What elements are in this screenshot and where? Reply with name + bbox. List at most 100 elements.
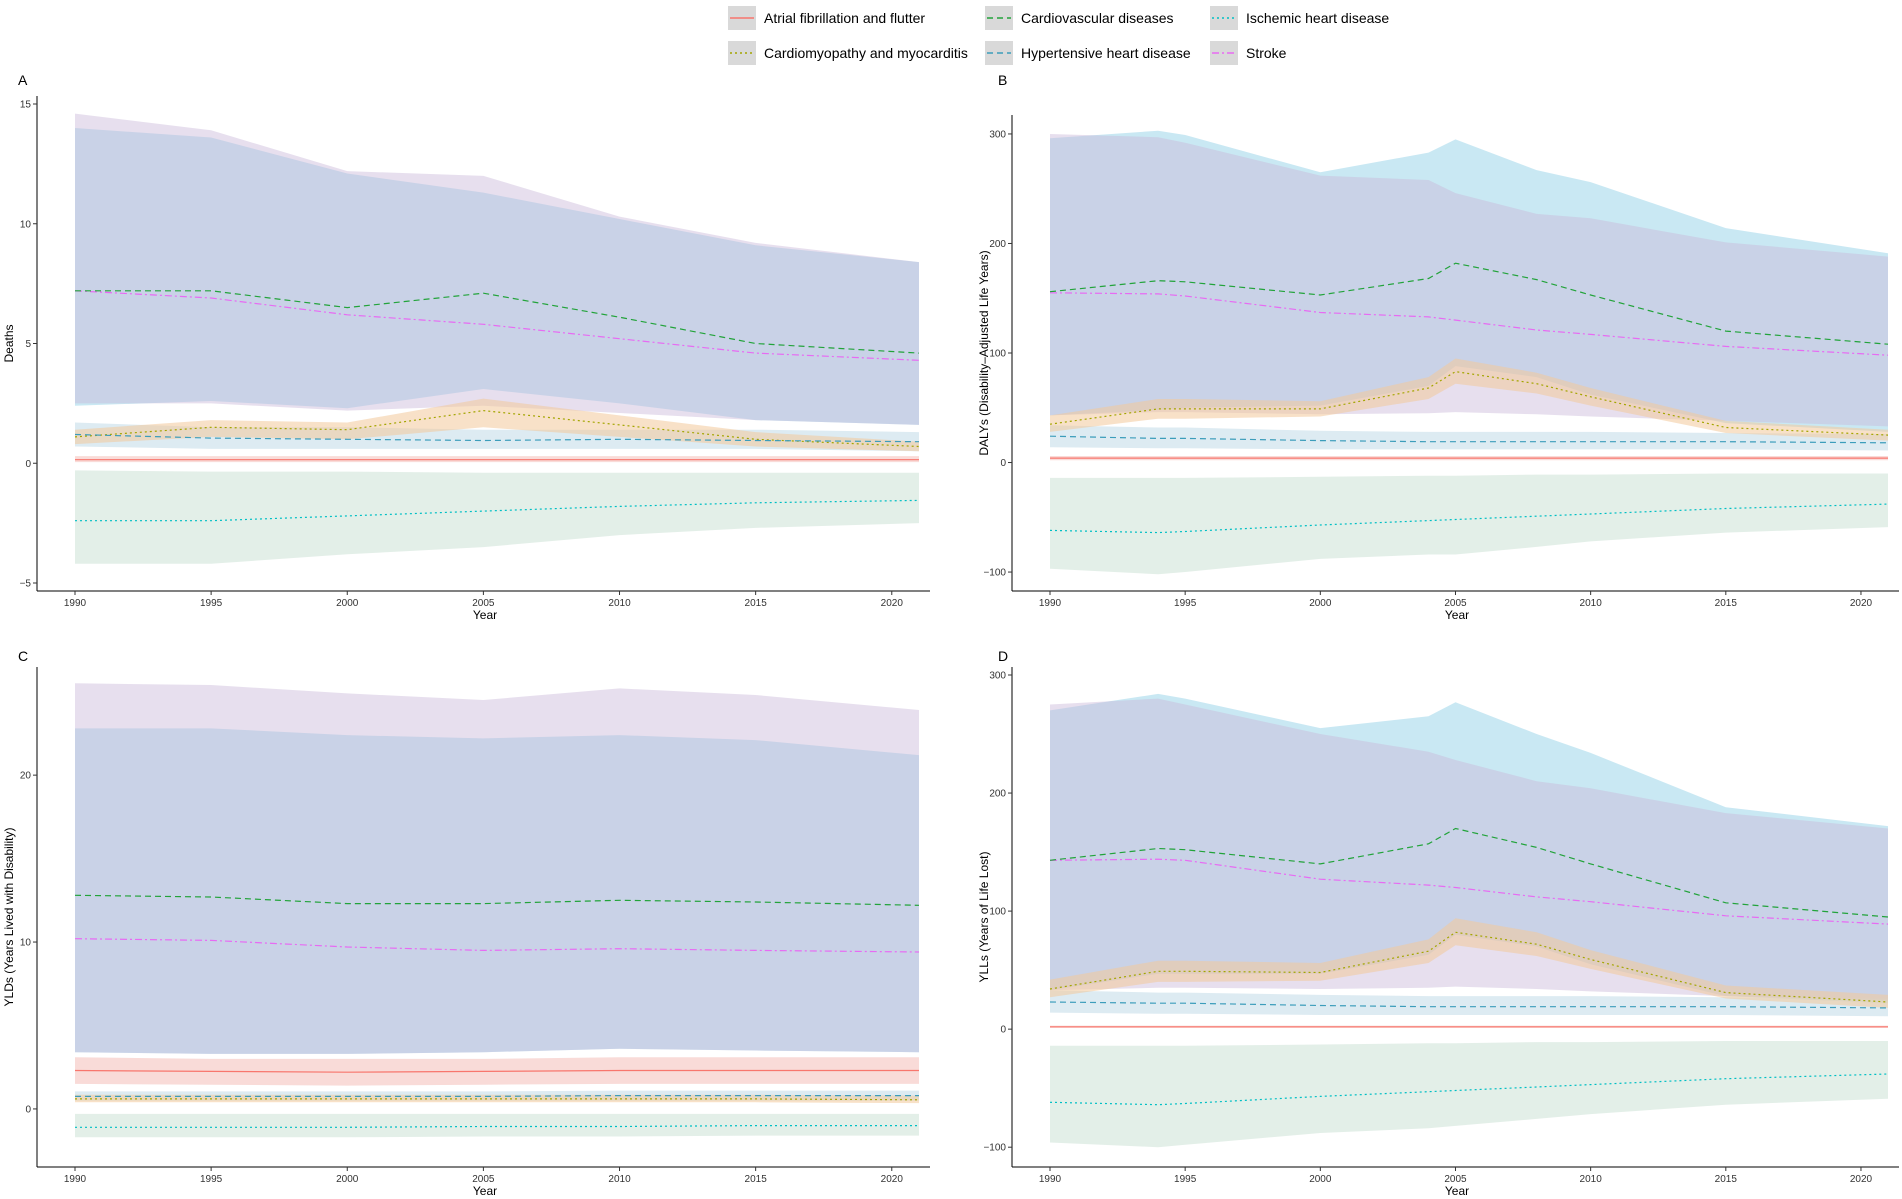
panel-tag: C: [18, 648, 28, 664]
x-axis-title: Year: [473, 608, 497, 622]
y-tick-label: 20: [20, 771, 32, 782]
band-stroke: [75, 683, 919, 1054]
panel-tag: A: [18, 72, 28, 88]
y-axis-title: Deaths: [2, 324, 16, 362]
y-tick-label: 200: [989, 789, 1006, 800]
x-tick-label: 1995: [1174, 598, 1197, 609]
y-tick-label: 100: [989, 349, 1006, 360]
band-cardiomyopathy-and-myocarditis: [1050, 918, 1888, 1008]
y-tick-label: 10: [20, 219, 32, 230]
legend-label: Atrial fibrillation and flutter: [764, 10, 925, 26]
legend: Atrial fibrillation and flutter Cardiovas…: [728, 6, 1389, 65]
legend-item-ischemic-heart-disease: Ischemic heart disease: [1210, 6, 1389, 30]
x-tick-label: 2000: [336, 1174, 359, 1185]
band-hypertensive-heart-disease: [1050, 425, 1888, 451]
line-ischemic-heart-disease: [75, 1125, 919, 1128]
band-cardiovascular-diseases: [1050, 693, 1888, 1004]
x-axis-title: Year: [1445, 1184, 1469, 1198]
band-ischemic-heart-disease: [1050, 473, 1888, 575]
band-stroke: [1050, 134, 1888, 427]
x-tick-label: 2005: [1444, 598, 1467, 609]
y-tick-label: 15: [20, 100, 32, 111]
line-ischemic-heart-disease: [1049, 503, 1889, 534]
y-tick-label: −100: [983, 568, 1006, 579]
line-stroke: [74, 938, 920, 953]
legend-item-cardiomyopathy-and-myocarditis: Cardiomyopathy and myocarditis: [728, 41, 968, 65]
x-tick-label: 1990: [1039, 598, 1062, 609]
x-tick-label: 1990: [64, 598, 87, 609]
line-cardiovascular-diseases: [1049, 827, 1889, 918]
y-tick-label: 5: [25, 339, 31, 350]
line-cardiovascular-diseases: [74, 894, 920, 906]
x-tick-label: 2000: [1309, 1174, 1332, 1185]
x-axis-title: Year: [473, 1184, 497, 1198]
line-cardiovascular-diseases: [1049, 262, 1889, 345]
x-tick-label: 2020: [881, 598, 904, 609]
y-tick-label: 0: [1000, 458, 1006, 469]
x-tick-label: 2000: [336, 598, 359, 609]
x-tick-label: 2005: [472, 1174, 495, 1185]
y-tick-label: 300: [989, 129, 1006, 140]
x-tick-label: 2015: [1715, 598, 1738, 609]
line-ischemic-heart-disease: [1049, 1073, 1889, 1106]
x-tick-label: 2015: [1715, 1174, 1738, 1185]
line-stroke: [1049, 292, 1889, 356]
band-cardiomyopathy-and-myocarditis: [75, 398, 919, 452]
panel-b: B 1990 1995 2000 2005 2010 2015 2020 −100 0 100 200…: [977, 72, 1899, 622]
legend-label: Ischemic heart disease: [1246, 10, 1389, 26]
legend-label: Cardiomyopathy and myocarditis: [764, 45, 968, 61]
x-tick-label: 2005: [472, 598, 495, 609]
x-tick-label: 2010: [1580, 598, 1603, 609]
legend-label: Stroke: [1246, 45, 1287, 61]
y-tick-label: 100: [989, 907, 1006, 918]
x-tick-label: 2020: [1850, 598, 1873, 609]
y-tick-label: 0: [1000, 1025, 1006, 1036]
band-ischemic-heart-disease: [1050, 1041, 1888, 1148]
x-tick-label: 1990: [64, 1174, 87, 1185]
line-stroke: [1049, 858, 1889, 925]
line-stroke: [74, 290, 920, 361]
line-hypertensive-heart-disease: [75, 1095, 919, 1097]
x-tick-label: 1995: [200, 598, 223, 609]
line-hypertensive-heart-disease: [1049, 435, 1889, 444]
legend-item-cardiovascular-diseases: Cardiovascular diseases: [985, 6, 1174, 30]
panel-a: A 1990 1995 2000 2005 2010 2015 2020 −5 0 5 10 15 Yea…: [2, 72, 930, 622]
band-cardiomyopathy-and-myocarditis: [1050, 358, 1888, 441]
y-axis-title: YLDs (Years Lived with Disability): [2, 828, 16, 1007]
x-tick-label: 2020: [881, 1174, 904, 1185]
y-tick-label: 0: [25, 459, 31, 470]
line-hypertensive-heart-disease: [74, 433, 920, 443]
x-tick-label: 1990: [1039, 1174, 1062, 1185]
line-cardiomyopathy-and-myocarditis: [74, 409, 920, 448]
band-stroke: [1050, 698, 1888, 1001]
line-cardiomyopathy-and-myocarditis: [75, 1098, 920, 1101]
y-tick-label: 200: [989, 239, 1006, 250]
panel-tag: B: [998, 72, 1007, 88]
x-tick-label: 1995: [1174, 1174, 1197, 1185]
line-atrial-fibrillation-and-flutter: [74, 1069, 919, 1073]
band-ischemic-heart-disease: [75, 1113, 919, 1138]
x-tick-label: 2010: [608, 1174, 631, 1185]
legend-label: Hypertensive heart disease: [1021, 45, 1191, 61]
band-cardiovascular-diseases: [75, 728, 919, 1054]
band-cardiovascular-diseases: [75, 128, 919, 425]
band-ischemic-heart-disease: [75, 470, 919, 564]
band-stroke: [75, 113, 919, 425]
y-axis-title: DALYs (Disability–Adjusted Life Years): [977, 250, 991, 455]
panel-d: D 1990 1995 2000 2005 2010 2015 2020 −100 0 100 200…: [977, 648, 1899, 1198]
line-cardiomyopathy-and-myocarditis: [1049, 370, 1889, 436]
y-axis-title: YLLs (Years of Life Lost): [977, 852, 991, 983]
x-axis-title: Year: [1445, 608, 1469, 622]
legend-item-atrial-fibrillation-and-flutter: Atrial fibrillation and flutter: [728, 6, 925, 30]
y-tick-label: −5: [20, 579, 32, 590]
x-tick-label: 2015: [745, 1174, 768, 1185]
line-hypertensive-heart-disease: [1049, 1001, 1889, 1009]
x-tick-label: 2015: [745, 598, 768, 609]
panel-c: C 1990 1995 2000 2005 2010 2015 2020 0 10 20 Year YL…: [2, 648, 930, 1198]
x-tick-label: 2010: [608, 598, 631, 609]
panel-tag: D: [998, 648, 1008, 664]
x-tick-label: 2020: [1850, 1174, 1873, 1185]
x-tick-label: 1995: [200, 1174, 223, 1185]
